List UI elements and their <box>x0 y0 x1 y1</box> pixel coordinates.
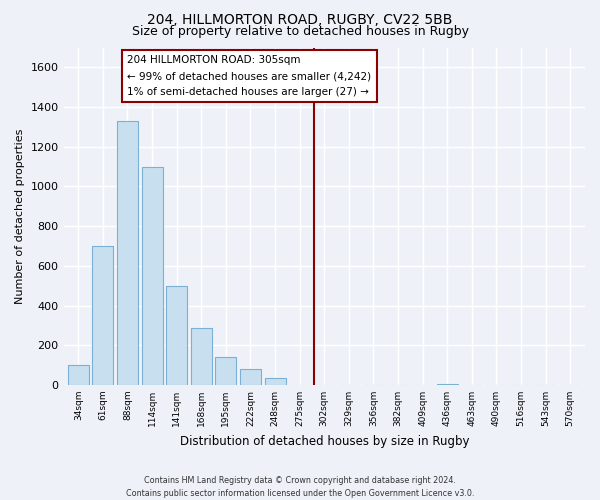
Bar <box>166 286 187 385</box>
Bar <box>142 166 163 385</box>
Text: Size of property relative to detached houses in Rugby: Size of property relative to detached ho… <box>131 25 469 38</box>
Bar <box>68 365 89 385</box>
Bar <box>117 121 138 385</box>
Y-axis label: Number of detached properties: Number of detached properties <box>15 128 25 304</box>
Bar <box>191 328 212 385</box>
Text: 204 HILLMORTON ROAD: 305sqm
← 99% of detached houses are smaller (4,242)
1% of s: 204 HILLMORTON ROAD: 305sqm ← 99% of det… <box>127 56 371 96</box>
Bar <box>240 369 261 385</box>
X-axis label: Distribution of detached houses by size in Rugby: Distribution of detached houses by size … <box>179 434 469 448</box>
Text: 204, HILLMORTON ROAD, RUGBY, CV22 5BB: 204, HILLMORTON ROAD, RUGBY, CV22 5BB <box>148 12 452 26</box>
Text: Contains HM Land Registry data © Crown copyright and database right 2024.
Contai: Contains HM Land Registry data © Crown c… <box>126 476 474 498</box>
Bar <box>215 357 236 385</box>
Bar <box>437 384 458 385</box>
Bar <box>92 246 113 385</box>
Bar <box>265 378 286 385</box>
